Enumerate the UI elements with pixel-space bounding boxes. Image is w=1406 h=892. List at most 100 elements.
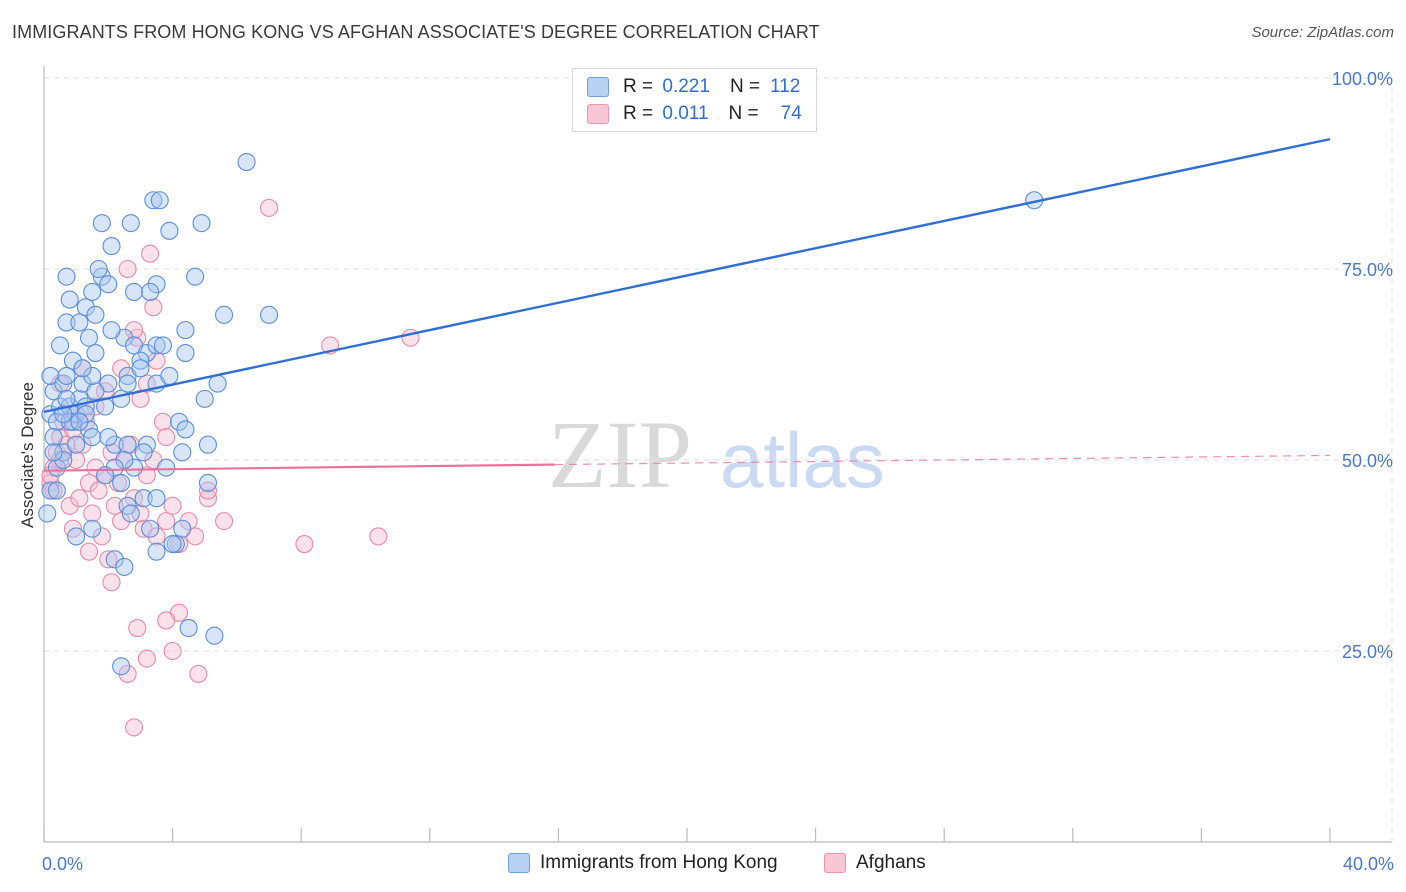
afghans-trend-extension [555, 454, 1331, 466]
afghans-point [147, 527, 166, 546]
source-credit: Source: ZipAtlas.com [1251, 24, 1394, 41]
bottom-legend-hong-kong[interactable]: Immigrants from Hong Kong [508, 852, 778, 874]
hong-kong-point [118, 374, 137, 393]
afghans-point [259, 198, 279, 217]
hong-kong-point [176, 343, 195, 363]
hong-kong-point [47, 458, 66, 477]
afghans-point [198, 489, 218, 508]
correlation-legend: R = 0.221 N = 112 R = 0.011 N = 74 [572, 68, 817, 132]
hong-kong-point [60, 290, 79, 309]
legend-r-label: R = [623, 103, 654, 124]
afghans-point [144, 298, 163, 317]
hong-kong-point [195, 389, 214, 408]
afghans-point [214, 512, 234, 531]
hong-kong-point [54, 405, 73, 424]
afghans-point [102, 573, 121, 592]
afghans-point [118, 259, 137, 279]
afghans-point [86, 458, 105, 477]
afghans-point [141, 244, 160, 263]
hong-kong-point [73, 359, 92, 378]
watermark: ZIP atlas [548, 401, 885, 508]
hong-kong-point [134, 489, 153, 508]
hong-kong-point [41, 481, 60, 500]
hong-kong-point [83, 282, 102, 301]
hong-kong-point [57, 366, 76, 386]
hong-kong-point [112, 657, 131, 676]
hong-kong-point [137, 343, 156, 363]
trend-lines [43, 137, 1331, 472]
afghans-point [70, 489, 89, 508]
afghans-point [124, 321, 144, 340]
y-tick-label: 25.0% [1342, 642, 1393, 662]
hong-kong-point [131, 351, 150, 370]
hong-kong-point [99, 275, 118, 294]
hong-kong-point [208, 374, 227, 393]
bottom-legend-label: Afghans [856, 852, 926, 873]
hong-kong-point [237, 152, 256, 172]
hong-kong-point [105, 550, 124, 569]
hong-kong-point [54, 450, 73, 470]
afghans-point [124, 489, 144, 508]
hong-kong-point [99, 428, 118, 447]
afghans-point [163, 496, 182, 515]
hong-kong-point [76, 298, 95, 317]
hong-kong-point [141, 519, 160, 538]
hong-kong-point [157, 458, 176, 477]
hong-kong-point [198, 473, 218, 492]
bottom-legend-afghans[interactable]: Afghans [824, 852, 926, 874]
hong-kong-point [144, 191, 163, 210]
afghans-point [118, 664, 137, 683]
watermark-zip: ZIP [548, 401, 692, 508]
afghans-point [89, 481, 108, 500]
hong-kong-point [38, 504, 57, 523]
hong-kong-point [141, 282, 160, 301]
hong-kong-point [102, 321, 121, 340]
hong-kong-point [83, 519, 102, 538]
hong-kong-point [169, 412, 189, 431]
hong-kong-point [86, 343, 105, 363]
hong-kong-point [147, 275, 166, 294]
hong-kong-point [63, 351, 82, 370]
afghans-point [112, 359, 131, 378]
hong-kong-point [176, 321, 195, 340]
hong-kong-point [176, 420, 195, 439]
hong-kong-point [134, 443, 153, 462]
hong-kong-point [124, 282, 144, 301]
axes [43, 66, 1392, 843]
hong-kong-point [131, 359, 150, 378]
hong-kong-point [105, 435, 124, 454]
y-tick-label: 75.0% [1342, 260, 1393, 280]
bottom-legend-label: Immigrants from Hong Kong [540, 852, 778, 873]
afghans-point [157, 512, 176, 531]
afghans-point [105, 496, 124, 515]
hong-kong-point [198, 435, 218, 454]
legend-n-label: N = [728, 103, 759, 124]
hong-kong-point [147, 542, 166, 561]
afghans-point [157, 428, 176, 447]
hong-kong-point [105, 458, 124, 477]
grid-lines [44, 77, 1393, 842]
hong-kong-point [186, 267, 205, 286]
legend-row-hong-kong: R = 0.221 N = 112 [587, 75, 800, 99]
hong-kong-point [150, 191, 169, 210]
hong-kong-point [51, 336, 70, 355]
hong-kong-point [147, 336, 166, 355]
legend-r-label: R = [623, 76, 654, 97]
afghans-point [137, 374, 156, 393]
legend-swatch-blue [587, 77, 609, 97]
afghans-point [124, 718, 144, 737]
hong-kong-point [67, 527, 86, 546]
afghans-point [79, 542, 99, 561]
hong-kong-point [214, 305, 234, 324]
y-tick-label: 100.0% [1332, 69, 1393, 89]
y-tick-label: 50.0% [1342, 451, 1393, 471]
hong-kong-point [57, 313, 76, 332]
hong-kong-point [112, 473, 131, 492]
hong-kong-point [83, 366, 102, 386]
legend-swatch-pink [587, 104, 609, 124]
hong-kong-points [38, 152, 1044, 676]
y-axis-label: Associate's Degree [18, 382, 37, 528]
legend-r-value: 0.011 [662, 103, 709, 124]
hong-kong-point [92, 214, 111, 233]
